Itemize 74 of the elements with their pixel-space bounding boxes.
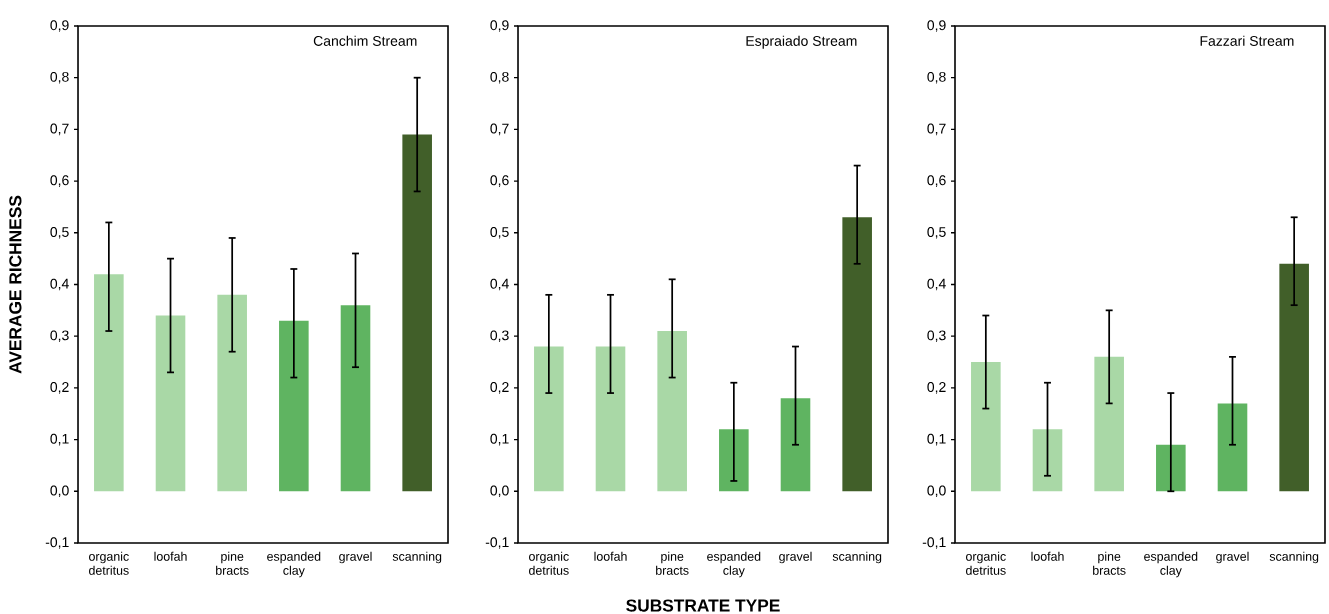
y-tick-label: 0,7 [927,123,946,136]
y-tick-label: 0,8 [927,71,946,84]
y-tick-label: 0,8 [50,71,69,84]
bar [595,346,626,492]
x-tick-label: espanded clay [267,551,321,578]
y-tick-label: 0,4 [490,278,509,291]
y-tick-label: 0,5 [927,227,946,239]
y-tick-label: 0,0 [490,485,509,498]
y-axis-title: AVERAGE RICHNESS [9,195,22,374]
bar [155,315,186,492]
bar [340,305,371,492]
y-tick-label: 0,3 [927,330,946,342]
x-tick-label: espanded clay [707,551,761,578]
bar [1156,444,1186,492]
y-tick-label: 0,2 [927,382,946,394]
y-tick-label: 0,1 [50,433,69,446]
bar [534,346,564,492]
x-tick-label: organic detritus [529,551,569,575]
x-axis-title: SUBSTRATE TYPE [626,599,780,612]
y-tick-label: 0,2 [50,382,69,394]
y-tick-label: 0,6 [50,175,69,187]
y-tick-label: 0,5 [490,227,509,239]
bar [1279,263,1309,492]
bar [1032,429,1063,492]
y-tick-label: 0,3 [50,330,69,342]
bar [279,320,309,492]
y-tick-label: 0,0 [50,485,69,498]
x-tick-label: pine bracts [1093,551,1126,575]
y-tick-label: 0,2 [490,382,509,394]
y-tick-label: 0,9 [927,20,946,32]
x-tick-label: gravel [779,551,812,564]
y-tick-label: 0,6 [490,175,509,187]
x-tick-label: organic detritus [89,551,129,575]
y-tick-label: 0,6 [927,175,946,187]
x-tick-label: scanning [1269,551,1319,564]
x-tick-label: espanded clay [1144,551,1198,578]
bar [719,429,749,492]
x-tick-label: pine bracts [216,551,249,575]
bar [780,398,811,492]
y-tick-label: -0,1 [922,537,946,549]
x-tick-label: pine bracts [656,551,689,575]
y-tick-label: 0,7 [490,123,509,136]
x-tick-label: organic detritus [966,551,1006,575]
text: Fazzari Stream [1200,35,1294,46]
text: Espraiado Stream [746,35,857,49]
text: Canchim Stream [313,35,417,46]
y-tick-label: 0,4 [927,278,946,291]
y-tick-label: 0,7 [50,123,69,136]
bar [217,294,247,492]
y-tick-label: 0,9 [50,20,69,32]
y-tick-label: -0,1 [485,537,509,549]
bar [1094,356,1124,492]
bar [842,217,872,492]
x-tick-label: scanning [392,551,442,564]
y-tick-label: 0,8 [490,71,509,84]
x-tick-label: loofah [1031,551,1064,561]
x-tick-label: loofah [154,551,187,561]
bar [402,134,432,492]
y-tick-label: 0,1 [927,433,946,446]
y-tick-label: 0,9 [490,20,509,32]
bar [94,274,124,492]
bar [971,362,1001,492]
y-tick-label: 0,3 [490,330,509,342]
x-tick-label: gravel [339,551,372,564]
y-tick-label: 0,0 [927,485,946,498]
bar [1217,403,1248,492]
x-tick-label: scanning [832,551,882,564]
y-tick-label: -0,1 [45,537,69,549]
y-tick-label: 0,5 [50,227,69,239]
bar [657,331,687,492]
x-tick-label: gravel [1216,551,1249,564]
y-tick-label: 0,1 [490,433,509,446]
y-tick-label: 0,4 [50,278,69,291]
x-tick-label: loofah [594,551,627,561]
